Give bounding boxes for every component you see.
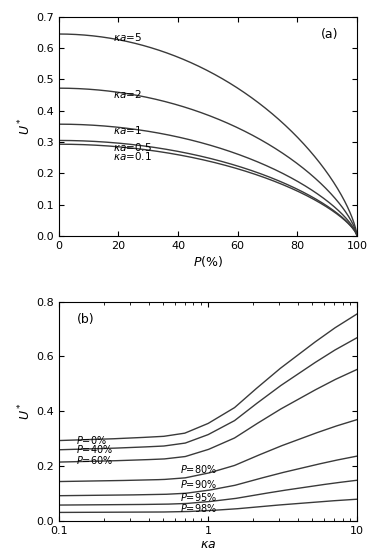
- Text: $P$=60%: $P$=60%: [76, 454, 113, 466]
- Y-axis label: $U^*$: $U^*$: [17, 402, 33, 420]
- X-axis label: $P$(%): $P$(%): [193, 254, 223, 269]
- Text: $P$=80%: $P$=80%: [180, 463, 217, 475]
- Text: $P$=40%: $P$=40%: [76, 443, 113, 455]
- Text: $\kappa a$=5: $\kappa a$=5: [113, 31, 141, 43]
- Y-axis label: $U^*$: $U^*$: [17, 118, 33, 136]
- X-axis label: $\kappa a$: $\kappa a$: [200, 538, 216, 552]
- Text: $P$=90%: $P$=90%: [180, 478, 217, 490]
- Text: $P$=0%: $P$=0%: [76, 434, 107, 446]
- Text: $\kappa a$=1: $\kappa a$=1: [113, 124, 141, 137]
- Text: $\kappa a$=0.1: $\kappa a$=0.1: [113, 150, 151, 162]
- Text: (a): (a): [321, 28, 339, 41]
- Text: $\kappa a$=2: $\kappa a$=2: [113, 88, 141, 100]
- Text: $\kappa a$=0.5: $\kappa a$=0.5: [113, 141, 151, 153]
- Text: (b): (b): [77, 312, 94, 325]
- Text: $P$=98%: $P$=98%: [180, 502, 217, 514]
- Text: $P$=95%: $P$=95%: [180, 491, 217, 503]
